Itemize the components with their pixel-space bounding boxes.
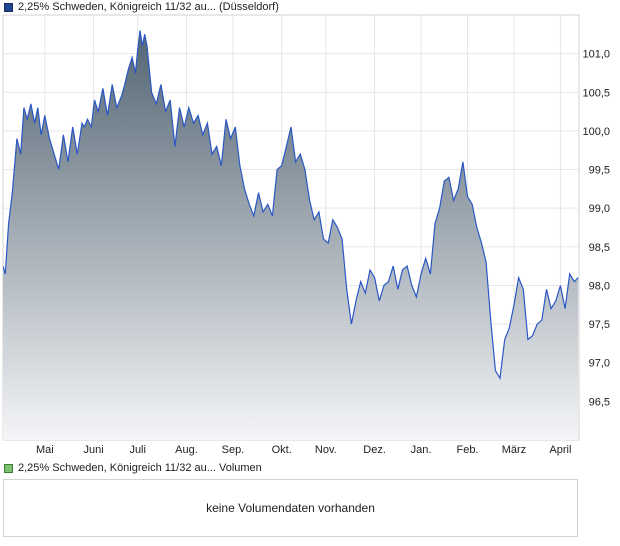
- y-tick-label: 98,5: [589, 242, 610, 254]
- price-chart: 96,5 97,0 97,5 98,0 98,5 99,0 99,5 100,0 100,5 10…: [2, 14, 610, 456]
- x-tick-label: Dez.: [363, 444, 386, 456]
- volume-panel: keine Volumendaten vorhanden: [3, 479, 578, 537]
- x-axis-ticks: Mai Juni Juli Aug. Sep. Okt. Nov. Dez. Jan. Feb. M…: [36, 444, 571, 456]
- no-volume-message: keine Volumendaten vorhanden: [206, 501, 375, 515]
- x-tick-label: Mai: [36, 444, 54, 456]
- x-tick-label: Juni: [83, 444, 103, 456]
- y-tick-label: 99,0: [589, 203, 610, 215]
- volume-legend: 2,25% Schweden, Königreich 11/32 au... V…: [4, 461, 262, 475]
- x-tick-label: Juli: [129, 444, 146, 456]
- y-tick-label: 96,5: [589, 396, 610, 408]
- price-area: [3, 30, 579, 440]
- volume-series-swatch: [4, 463, 13, 473]
- y-tick-label: 99,5: [589, 165, 610, 177]
- volume-legend-label: 2,25% Schweden, Königreich 11/32 au... V…: [18, 462, 262, 474]
- y-tick-label: 100,0: [582, 126, 610, 138]
- x-tick-label: März: [502, 444, 526, 456]
- x-tick-label: Aug.: [175, 444, 198, 456]
- y-tick-label: 97,5: [589, 319, 610, 331]
- x-tick-label: Nov.: [315, 444, 337, 456]
- x-tick-label: Sep.: [222, 444, 245, 456]
- y-tick-label: 97,0: [589, 358, 610, 370]
- x-tick-label: Jan.: [411, 444, 432, 456]
- x-tick-label: April: [549, 444, 571, 456]
- y-tick-label: 98,0: [589, 280, 610, 292]
- y-tick-label: 101,0: [582, 49, 610, 61]
- price-legend-label: 2,25% Schweden, Königreich 11/32 au... (…: [18, 1, 279, 13]
- y-tick-label: 100,5: [582, 87, 610, 99]
- x-tick-label: Okt.: [272, 444, 292, 456]
- x-tick-label: Feb.: [457, 444, 479, 456]
- price-series-swatch: [4, 2, 13, 12]
- price-legend: 2,25% Schweden, Königreich 11/32 au... (…: [4, 0, 279, 14]
- price-line: [3, 30, 579, 381]
- y-axis-ticks: 96,5 97,0 97,5 98,0 98,5 99,0 99,5 100,0 100,5 10…: [582, 49, 610, 409]
